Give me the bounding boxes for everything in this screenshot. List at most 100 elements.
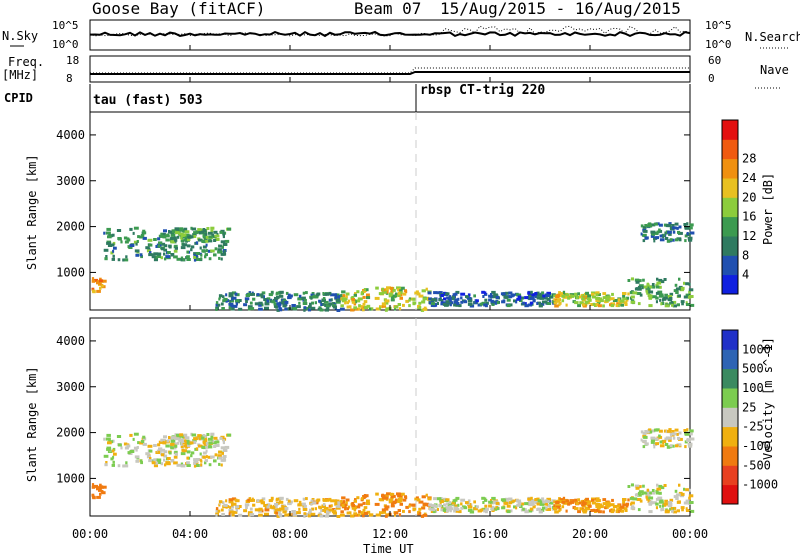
- velocity-cell: [660, 508, 663, 512]
- power-cell: [515, 300, 518, 304]
- velocity-cell: [398, 513, 402, 517]
- power-cell: [213, 253, 217, 257]
- power-cell: [671, 303, 674, 307]
- velocity-cell: [683, 429, 687, 432]
- velocity-cell: [685, 507, 688, 511]
- velocity-cell: [353, 512, 358, 516]
- cpid-2: rbsp CT-trig 220: [420, 83, 545, 98]
- power-cell: [137, 235, 140, 239]
- power-cell: [158, 234, 163, 238]
- velocity-cell: [213, 459, 217, 463]
- velocity-cell: [595, 509, 599, 512]
- velocity-cell: [213, 436, 218, 440]
- power-cell: [658, 223, 663, 227]
- velocity-cell: [547, 503, 551, 507]
- velocity-cell: [302, 497, 306, 501]
- power-cell: [266, 297, 271, 301]
- velocity-cell: [96, 495, 101, 499]
- power-cell: [156, 252, 162, 256]
- power-cell: [348, 305, 352, 309]
- power-cell: [260, 293, 264, 297]
- velocity-cell: [667, 436, 672, 440]
- velocity-cell: [193, 437, 198, 441]
- velocity-cell: [96, 487, 101, 491]
- velocity-cell: [220, 463, 223, 467]
- power-cell: [661, 298, 664, 302]
- velocity-cell: [229, 505, 232, 509]
- velocity-cell: [310, 499, 315, 503]
- velocity-cell: [511, 499, 515, 503]
- power-cell: [623, 301, 628, 305]
- velocity-cell: [174, 444, 178, 448]
- velocity-cell: [469, 510, 475, 514]
- velocity-cell: [455, 509, 461, 513]
- velocity-cell: [421, 506, 426, 510]
- velocity-cell: [422, 513, 428, 517]
- power-cell: [287, 293, 291, 297]
- power-cell: [173, 236, 177, 240]
- power-cell: [158, 241, 163, 245]
- power-cell: [684, 226, 690, 230]
- power-cell: [467, 299, 473, 303]
- power-cell: [651, 283, 655, 286]
- y-tick-label: 1000: [56, 265, 85, 279]
- power-cell: [381, 302, 386, 306]
- power-cell: [428, 297, 433, 301]
- power-cell: [198, 238, 203, 242]
- velocity-cell: [126, 444, 131, 448]
- power-cell: [296, 305, 301, 309]
- power-cell: [527, 291, 532, 295]
- power-cell: [680, 300, 685, 304]
- velocity-cell: [683, 487, 686, 491]
- velocity-cell: [192, 439, 197, 443]
- power-cell: [102, 279, 107, 283]
- velocity-cell: [490, 507, 494, 511]
- power-cell: [440, 299, 444, 302]
- power-cell: [402, 292, 407, 296]
- velocity-cell: [687, 442, 693, 446]
- power-cell: [220, 302, 224, 306]
- power-cell: [554, 304, 559, 308]
- power-cell: [650, 234, 655, 238]
- velocity-cell: [165, 461, 171, 465]
- velocity-cell: [581, 507, 584, 511]
- power-cell: [356, 290, 360, 294]
- velocity-cell: [215, 509, 218, 513]
- power-cell: [133, 240, 137, 244]
- power-cell: [630, 295, 635, 299]
- velocity-cell: [293, 499, 299, 503]
- velocity-cell: [298, 507, 301, 511]
- power-cell: [655, 300, 658, 304]
- velocity-cell: [627, 485, 631, 488]
- power-cell: [208, 235, 213, 239]
- velocity-cell: [324, 514, 329, 518]
- power-cell: [664, 304, 670, 308]
- power-bar-tick: 4: [742, 268, 749, 282]
- velocity-cell: [651, 438, 655, 442]
- velocity-cell: [445, 506, 451, 510]
- power-cell: [581, 297, 585, 301]
- velocity-cell: [186, 461, 190, 465]
- velocity-cell: [202, 455, 206, 459]
- velocity-cell: [671, 430, 675, 433]
- power-cell: [190, 245, 195, 249]
- velocity-cell: [248, 497, 252, 501]
- velocity-cell: [672, 432, 677, 436]
- velocity-bar-swatch: [722, 484, 738, 505]
- power-cell: [529, 296, 535, 300]
- velocity-cell: [214, 440, 220, 444]
- velocity-cell: [629, 496, 635, 500]
- velocity-cell: [180, 445, 184, 449]
- velocity-cell: [536, 508, 539, 511]
- power-cell: [418, 294, 424, 298]
- power-cell: [205, 249, 208, 253]
- velocity-cell: [652, 491, 656, 495]
- power-cell: [103, 248, 109, 252]
- velocity-cell: [449, 509, 452, 513]
- velocity-cell: [467, 499, 471, 503]
- power-cell: [274, 299, 278, 303]
- power-cell: [390, 289, 394, 293]
- velocity-cell: [156, 458, 162, 462]
- velocity-cell: [363, 496, 366, 500]
- velocity-cell: [231, 502, 237, 506]
